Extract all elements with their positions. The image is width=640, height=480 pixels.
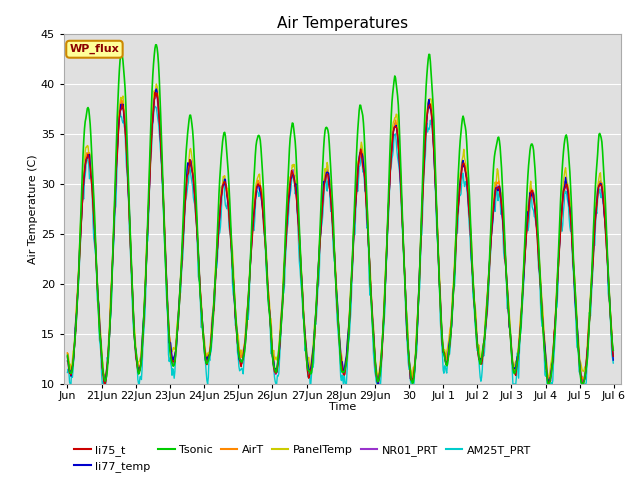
Text: WP_flux: WP_flux bbox=[70, 44, 119, 54]
Y-axis label: Air Temperature (C): Air Temperature (C) bbox=[28, 154, 38, 264]
Legend: li75_t, li77_temp, Tsonic, AirT, PanelTemp, NR01_PRT, AM25T_PRT: li75_t, li77_temp, Tsonic, AirT, PanelTe… bbox=[70, 440, 536, 477]
Title: Air Temperatures: Air Temperatures bbox=[277, 16, 408, 31]
X-axis label: Time: Time bbox=[329, 402, 356, 412]
